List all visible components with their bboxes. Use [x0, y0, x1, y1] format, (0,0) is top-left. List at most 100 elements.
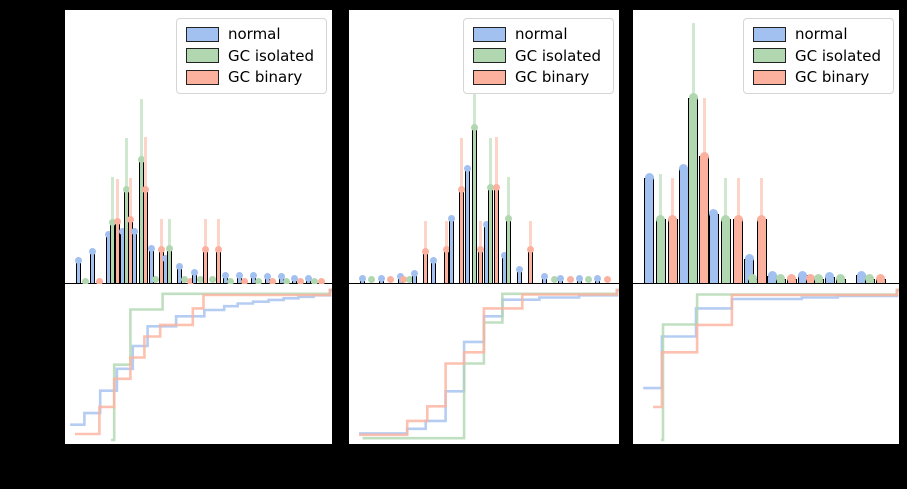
legend-entry-normal: normal [185, 25, 314, 43]
salmon-marker-icon [806, 274, 816, 284]
blue-bar [465, 168, 471, 283]
cdf-panel-1 [64, 284, 333, 445]
normal-swatch-icon [185, 26, 219, 42]
salmon-marker-icon [317, 277, 325, 285]
blue-marker-icon [358, 274, 366, 282]
green-marker-icon [82, 277, 90, 285]
legend-entry-gc-binary: GC binary [472, 69, 601, 86]
salmon-marker-icon [96, 277, 104, 285]
salmon-cdf-line [359, 288, 619, 437]
salmon-marker-icon [527, 246, 535, 254]
blue-marker-icon [221, 271, 229, 279]
blue-marker-icon [377, 274, 385, 282]
green-bar [167, 248, 173, 283]
blue-bar [644, 177, 655, 283]
blue-marker-icon [594, 274, 602, 282]
blue-cdf-line [359, 288, 619, 435]
cdf-plot [643, 288, 899, 442]
salmon-bar [756, 219, 767, 283]
green-bar [488, 188, 494, 283]
green-marker-icon [585, 276, 593, 284]
green-marker-icon [721, 214, 731, 224]
green-marker-icon [283, 277, 291, 285]
green-errorbar [507, 177, 511, 221]
histogram-panel-3: normal GC isolated GC binary [632, 9, 900, 284]
salmon-marker-icon [202, 246, 210, 254]
green-bar [688, 97, 699, 283]
legend-label: GC isolated [227, 46, 314, 65]
blue-bar [90, 251, 96, 283]
blue-bar [708, 213, 719, 283]
blue-marker-icon [277, 273, 285, 281]
green-marker-icon [109, 218, 117, 226]
legend-label: GC isolated [794, 46, 881, 65]
green-errorbar [111, 177, 115, 226]
green-marker-icon [487, 184, 495, 192]
blue-marker-icon [557, 274, 565, 282]
green-errorbar [691, 23, 695, 101]
salmon-bar [494, 188, 500, 283]
salmon-marker-icon [142, 186, 150, 194]
blue-marker-icon [500, 252, 508, 260]
histogram-bars-1 [65, 10, 332, 285]
blue-bar [132, 231, 138, 283]
legend-entry-normal: normal [752, 26, 881, 43]
blue-marker-icon [396, 273, 404, 281]
blue-marker-icon [410, 270, 418, 278]
salmon-marker-icon [157, 246, 165, 254]
blue-marker-icon [575, 274, 583, 282]
green-marker-icon [865, 274, 875, 284]
green-bar [655, 219, 666, 283]
cdf-panel-3 [632, 284, 900, 445]
salmon-marker-icon [422, 247, 430, 255]
salmon-marker-icon [186, 277, 194, 285]
salmon-errorbar [116, 178, 120, 225]
histogram-panel-1: normal GC isolated GC binary [64, 9, 333, 285]
salmon-errorbar [702, 97, 706, 160]
gc-isolated-swatch-icon [752, 48, 786, 64]
histogram-bars-3 [633, 10, 899, 284]
salmon-marker-icon [787, 274, 797, 284]
green-marker-icon [166, 245, 174, 253]
legend-entry-gc-binary: GC binary [185, 68, 314, 86]
blue-marker-icon [447, 214, 455, 222]
green-marker-icon [227, 277, 235, 285]
green-errorbar [473, 91, 477, 131]
legend-label: GC binary [227, 68, 303, 86]
blue-marker-icon [515, 265, 523, 273]
salmon-errorbar [529, 221, 533, 253]
salmon-marker-icon [876, 274, 886, 284]
legend: normal GC isolated GC binary [175, 18, 327, 94]
legend-label: normal [227, 25, 281, 43]
salmon-marker-icon [114, 217, 122, 225]
blue-marker-icon [147, 244, 155, 252]
legend-entry-gc-isolated: GC isolated [752, 46, 881, 65]
green-marker-icon [776, 274, 786, 284]
legend-label: GC isolated [514, 46, 601, 65]
salmon-bar [528, 249, 534, 283]
green-marker-icon [255, 277, 263, 285]
green-marker-icon [505, 214, 513, 222]
blue-marker-icon [744, 254, 754, 264]
salmon-cdf-line [75, 288, 332, 436]
green-marker-icon [181, 276, 189, 284]
salmon-errorbar [144, 136, 148, 193]
blue-marker-icon [856, 270, 866, 280]
green-marker-icon [137, 156, 145, 164]
legend-label: normal [514, 25, 568, 43]
salmon-marker-icon [567, 276, 575, 284]
blue-marker-icon [429, 256, 437, 264]
blue-marker-icon [235, 271, 243, 279]
green-marker-icon [152, 276, 160, 284]
blue-marker-icon [709, 209, 719, 219]
histogram-bars-2 [349, 10, 619, 284]
salmon-bar [203, 249, 209, 283]
salmon-marker-icon [127, 216, 135, 224]
green-marker-icon [688, 93, 698, 103]
gc-binary-swatch-icon [752, 69, 786, 85]
salmon-errorbar [760, 177, 764, 223]
salmon-marker-icon [269, 277, 277, 285]
blue-cdf-line [70, 288, 332, 426]
green-marker-icon [656, 214, 666, 224]
